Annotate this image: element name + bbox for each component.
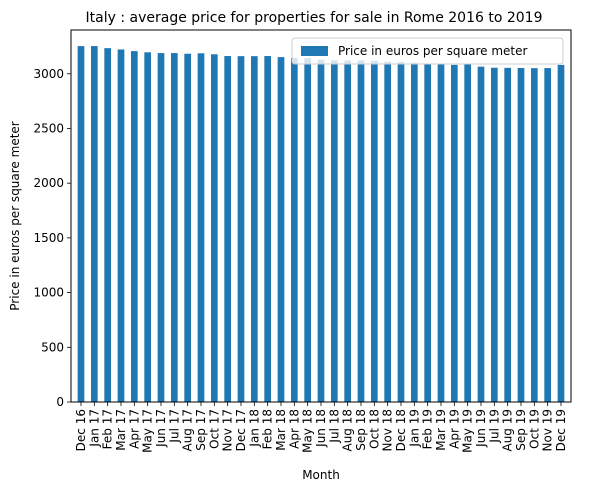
- x-tick-label: Sep 17: [194, 409, 208, 451]
- y-axis-label: Price in euros per square meter: [8, 121, 22, 311]
- bar-oct-19: [531, 68, 538, 403]
- plot-frame: [70, 29, 572, 403]
- x-tick-label: Mar 19: [434, 409, 448, 451]
- x-tick-label: Nov 17: [221, 409, 235, 452]
- bar-may-18: [304, 58, 311, 403]
- bar-jun-19: [477, 66, 485, 403]
- bar-nov-17: [224, 56, 231, 402]
- bars-group: [77, 46, 565, 403]
- y-tick-label: 0: [56, 395, 64, 409]
- x-tick-label: Feb 18: [261, 409, 275, 449]
- bar-aug-17: [184, 53, 191, 403]
- x-tick-label: Jul 18: [327, 409, 341, 444]
- bar-mar-18: [277, 57, 285, 402]
- bar-sep-19: [517, 67, 525, 402]
- x-tick-label: Dec 16: [74, 409, 88, 451]
- x-axis-ticks: Dec 16 Jan 17 Feb 17 Mar 17 Apr 17 May 17 Jun …: [74, 402, 568, 453]
- bar-jul-19: [491, 67, 498, 402]
- x-tick-label: Nov 18: [381, 409, 395, 452]
- x-tick-label: Apr 19: [447, 409, 461, 449]
- y-tick-label: 500: [41, 340, 64, 354]
- x-tick-label: Feb 17: [101, 409, 115, 449]
- x-tick-label: Feb 19: [421, 409, 435, 449]
- x-tick-label: Dec 17: [234, 409, 248, 451]
- bar-feb-19: [424, 63, 431, 403]
- bar-jan-19: [411, 62, 418, 402]
- bar-dec-19: [557, 64, 565, 403]
- bar-apr-17: [131, 51, 138, 403]
- x-tick-label: Jul 17: [167, 409, 181, 444]
- bar-may-17: [144, 52, 151, 402]
- x-tick-label: Oct 17: [207, 409, 221, 449]
- x-tick-label: May 18: [301, 409, 315, 453]
- x-tick-label: Sep 19: [514, 409, 528, 451]
- x-tick-label: Jun 17: [154, 409, 168, 448]
- x-tick-label: Jul 19: [487, 409, 501, 444]
- x-tick-label: Mar 18: [274, 409, 288, 451]
- x-tick-label: Oct 19: [527, 409, 541, 449]
- x-tick-label: Mar 17: [114, 409, 128, 451]
- bar-aug-19: [504, 67, 511, 403]
- bar-aug-18: [344, 60, 351, 402]
- x-tick-label: May 17: [141, 409, 155, 453]
- x-tick-label: Jan 17: [87, 409, 101, 448]
- bar-jan-17: [91, 46, 98, 402]
- y-axis-ticks: 0 500 1000 1500 2000 2500 3000: [33, 67, 71, 409]
- x-tick-label: Apr 18: [287, 409, 301, 449]
- x-axis-label: Month: [302, 468, 340, 482]
- x-tick-label: Dec 18: [394, 409, 408, 451]
- x-tick-label: Oct 18: [367, 409, 381, 449]
- bar-jul-17: [171, 53, 178, 403]
- y-tick-label: 1500: [33, 231, 64, 245]
- bar-jun-17: [157, 53, 165, 403]
- legend: Price in euros per square meter: [291, 37, 564, 65]
- y-tick-label: 3000: [33, 67, 64, 81]
- bar-mar-19: [437, 63, 445, 403]
- x-tick-label: Aug 18: [341, 409, 355, 452]
- bar-apr-19: [451, 64, 458, 403]
- bar-mar-17: [117, 49, 125, 402]
- bar-apr-18: [291, 58, 298, 402]
- bar-nov-18: [384, 61, 391, 402]
- bar-oct-18: [371, 60, 378, 402]
- x-tick-label: Dec 19: [554, 409, 568, 451]
- x-tick-label: Aug 17: [181, 409, 195, 452]
- bar-feb-17: [104, 48, 111, 402]
- bar-jan-18: [251, 56, 258, 403]
- x-tick-label: Jan 18: [247, 409, 261, 448]
- y-tick-label: 1000: [33, 286, 64, 300]
- x-tick-label: Jun 19: [474, 409, 488, 448]
- x-tick-label: Apr 17: [127, 409, 141, 449]
- legend-swatch: [301, 46, 328, 56]
- x-tick-label: Aug 19: [501, 409, 515, 452]
- bar-feb-18: [264, 56, 271, 402]
- y-tick-label: 2000: [33, 176, 64, 190]
- y-tick-label: 2500: [33, 121, 64, 135]
- x-tick-label: Sep 18: [354, 409, 368, 451]
- bar-dec-17: [237, 56, 245, 403]
- bar-dec-18: [397, 61, 405, 402]
- bar-jun-18: [317, 59, 325, 402]
- bar-sep-17: [197, 53, 205, 403]
- bar-may-19: [464, 63, 471, 403]
- legend-box: [291, 37, 564, 65]
- bar-nov-19: [544, 68, 551, 402]
- legend-label: Price in euros per square meter: [338, 44, 528, 58]
- x-tick-label: May 19: [461, 409, 475, 453]
- bar-sep-18: [357, 60, 365, 403]
- x-tick-label: Jan 19: [407, 409, 421, 448]
- x-tick-label: Nov 19: [541, 409, 555, 452]
- chart-title: Italy : average price for properties for…: [86, 10, 543, 26]
- x-tick-label: Jun 18: [314, 409, 328, 448]
- bar-dec-16: [77, 46, 85, 402]
- bar-oct-17: [211, 54, 218, 402]
- bar-jul-18: [331, 60, 338, 403]
